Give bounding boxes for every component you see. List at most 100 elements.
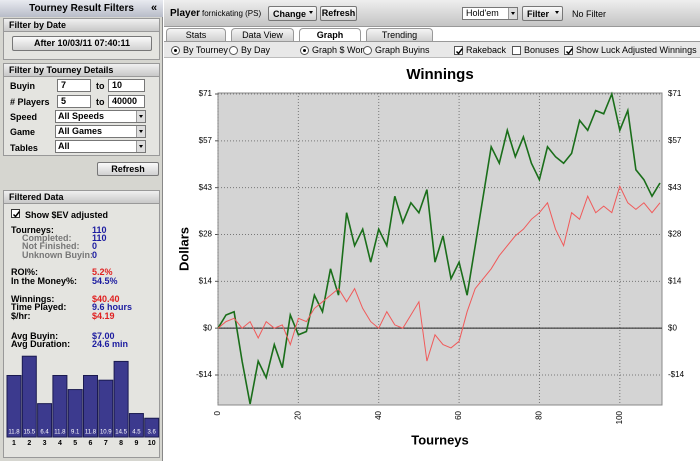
stat-value: 24.6 min: [92, 339, 129, 349]
stat-label: Completed:: [22, 233, 72, 243]
label: # Players: [10, 97, 50, 107]
x-tick-label: 100: [615, 410, 624, 424]
checkbox[interactable]: [454, 46, 464, 55]
label: Game: [10, 127, 36, 137]
button-label: Filter: [527, 9, 550, 19]
game-select[interactable]: Hold'em: [462, 7, 518, 20]
dropdown-arrow: [553, 7, 562, 18]
x-tick-label: 60: [454, 410, 463, 419]
change-button[interactable]: Change: [268, 6, 317, 21]
stat-label: Not Finished:: [22, 241, 80, 251]
bar-value-label: 3.6: [148, 430, 157, 436]
date-section: Filter by Date After 10/03/11 07:40:11: [3, 18, 160, 60]
tab[interactable]: Trending: [366, 28, 433, 41]
x-tick-label: 6: [89, 440, 93, 447]
stat-value: $7.00: [92, 331, 115, 341]
players-to[interactable]: 40000: [108, 95, 145, 108]
tab-active[interactable]: Graph: [299, 28, 361, 42]
checkbox[interactable]: [512, 46, 521, 55]
filter-status: No Filter: [572, 9, 607, 19]
bar: [67, 389, 83, 438]
bar: [128, 413, 144, 438]
x-tick-label: 1: [12, 440, 16, 447]
ev-checkbox[interactable]: [11, 209, 21, 218]
select-value: All Speeds: [58, 111, 105, 121]
label: Speed: [10, 112, 38, 122]
y-tick-label: -$14: [196, 370, 213, 379]
stat-value: $40.40: [92, 294, 120, 304]
x-axis-label: Tourneys: [411, 432, 469, 447]
tables-select[interactable]: All: [55, 140, 146, 153]
option-label: By Day: [241, 45, 271, 55]
select-value: Hold'em: [466, 8, 499, 18]
option-label: Rakeback: [466, 45, 507, 55]
radio[interactable]: [300, 46, 309, 55]
x-tick-label: 10: [148, 440, 156, 447]
panel-title: Tourney Result Filters: [0, 0, 163, 17]
refresh-button[interactable]: Refresh: [320, 6, 357, 21]
bar-value-label: 10.9: [100, 430, 112, 436]
option-label: Graph $ Won: [312, 45, 366, 55]
stat-value: 110: [92, 233, 107, 243]
checkbox-label: Show $EV adjusted: [25, 210, 109, 220]
y-tick-label: $14: [199, 276, 213, 285]
y-tick-label: $14: [668, 276, 682, 285]
collapse-button[interactable]: «: [151, 2, 158, 14]
section-title: Filter by Tourney Details: [4, 64, 159, 77]
radio[interactable]: [171, 46, 180, 55]
label: Buyin: [10, 81, 36, 91]
dropdown-arrow: [136, 126, 145, 137]
speed-select[interactable]: All Speeds: [55, 110, 146, 123]
stat-value: 110: [92, 225, 107, 235]
x-tick-label: 20: [293, 410, 302, 419]
label: to: [96, 97, 105, 107]
player-label: Player: [170, 8, 201, 19]
x-tick-label: 5: [73, 440, 77, 447]
dropdown-arrow: [307, 7, 316, 18]
x-tick-label: 40: [374, 410, 383, 419]
stat-value: 0: [92, 250, 98, 260]
bar: [98, 379, 114, 438]
radio[interactable]: [229, 46, 238, 55]
option-label: Show Luck Adjusted Winnings: [576, 45, 697, 55]
players-from[interactable]: 5: [57, 95, 91, 108]
filter-button[interactable]: Filter: [522, 6, 563, 21]
stat-value: 54.5%: [92, 276, 118, 286]
label: to: [96, 81, 105, 91]
x-tick-label: 3: [43, 440, 47, 447]
y-tick-label: $43: [668, 183, 682, 192]
label: Tables: [10, 143, 38, 153]
refresh-button[interactable]: Refresh: [97, 162, 159, 176]
player-name: fornickating (PS): [202, 9, 262, 18]
checkbox[interactable]: [564, 46, 574, 55]
bar: [37, 403, 53, 438]
section-title: Filter by Date: [4, 19, 159, 32]
stat-value: 0: [92, 241, 98, 251]
bar-value-label: 15.5: [23, 430, 35, 436]
bar: [113, 360, 129, 438]
stat-value: $4.19: [92, 311, 115, 321]
y-tick-label: $57: [199, 136, 213, 145]
bar-value-label: 11.8: [85, 430, 97, 436]
button-label: Change: [273, 9, 307, 19]
buyin-from[interactable]: 7: [57, 79, 91, 92]
bar-value-label: 11.8: [54, 430, 66, 436]
x-tick-label: 9: [134, 440, 138, 447]
buyin-to[interactable]: 10: [108, 79, 145, 92]
tab[interactable]: Stats: [166, 28, 226, 41]
y-tick-label: $28: [668, 230, 682, 239]
radio[interactable]: [363, 46, 372, 55]
tab[interactable]: Data View: [231, 28, 294, 41]
chart-title: Winnings: [406, 66, 473, 83]
y-tick-label: -$14: [668, 370, 685, 379]
plot-area: [217, 92, 663, 406]
game-select[interactable]: All Games: [55, 125, 146, 138]
finish-histogram: 11.8 1 15.5 2 6.4 3 11.8 4 9.1 5 11.8 6 10.9 7 14.5 8 4.…: [6, 355, 160, 447]
stat-label: Avg Buyin:: [11, 331, 59, 341]
y-axis-label: Dollars: [176, 227, 191, 271]
date-button[interactable]: After 10/03/11 07:40:11: [12, 36, 152, 51]
series-line: [217, 91, 661, 405]
dropdown-arrow: [136, 141, 145, 152]
stat-value: 5.2%: [92, 267, 113, 277]
